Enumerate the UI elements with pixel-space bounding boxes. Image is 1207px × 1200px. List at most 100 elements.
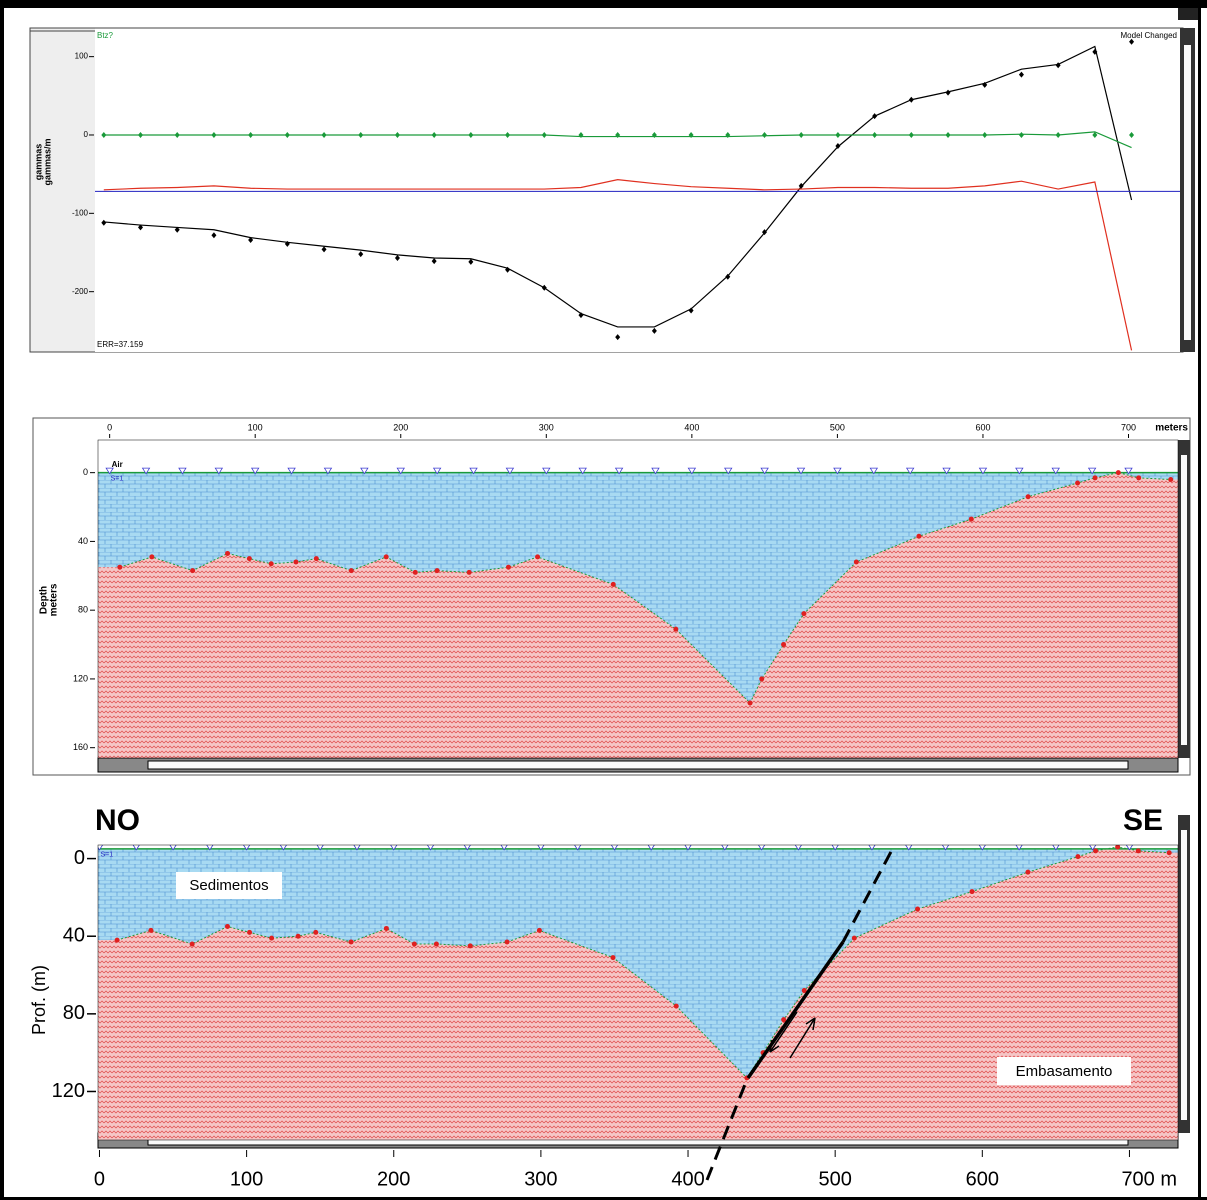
data-point [1129,131,1135,138]
station [537,845,545,851]
interface-point [189,941,195,947]
interface-point [383,925,389,931]
station [833,467,842,475]
interface-point [915,906,921,912]
station [941,845,950,851]
station [1015,467,1024,475]
interface-point [348,568,354,574]
interface-point [149,554,155,560]
direction-label: NO [95,804,140,837]
unit-label: Sedimentos [189,877,268,894]
station [905,845,913,851]
interface-point [293,559,299,565]
x-tick-label: 400 [684,422,699,432]
x-tick-label: 0 [107,422,112,432]
interface-point [247,929,253,935]
interface-point [383,554,389,560]
y-tick-label: 160 [73,742,88,752]
interface-point [853,559,859,565]
frame-top [0,0,1207,8]
scrollbar-thumb[interactable] [1181,830,1187,1120]
station [724,467,733,475]
interface-point [781,1017,787,1023]
interface-point [412,569,418,575]
y-tick-label: -200 [72,287,89,296]
station [1052,845,1060,851]
interface-point [673,1003,679,1009]
interface-point [969,889,975,895]
station [505,467,515,475]
station [760,467,769,475]
data-point [1018,131,1024,138]
interface-point [467,943,473,949]
sediment-layer [98,472,1178,703]
interface-point [505,564,511,570]
x-tick-label: 700 m [1121,1168,1177,1190]
status-label: Model Changed [1121,31,1177,40]
station [978,845,986,851]
x-tick-label: 100 [230,1168,263,1190]
station [206,845,214,851]
station [542,467,551,475]
layer-code: S=1 [100,852,113,859]
station [614,467,624,475]
y-tick-label: 80 [63,1002,85,1024]
interface-point [295,933,301,939]
station [396,467,405,475]
station [978,467,988,475]
interface-point [269,935,275,941]
x-tick-label: 100 [248,422,263,432]
station [647,845,655,851]
basement-layer [98,846,1178,1140]
interface-point [246,556,252,562]
series-line [103,45,1133,328]
interface-point [117,564,123,570]
axis-margin [30,28,95,352]
station [1089,845,1097,851]
interface-point [1093,848,1099,854]
unit-label: Embasamento [1016,1063,1113,1080]
layer-code: S=1 [111,476,124,483]
frame-bottom [0,1197,1207,1200]
interface-point [313,556,319,562]
station [250,467,260,475]
y-tick-label: 100 [75,52,89,61]
interface-point [225,550,231,556]
y-tick-label: 40 [63,924,85,946]
station [1125,845,1134,851]
interface-point [1168,477,1174,483]
station [651,467,660,475]
interface-point [759,676,765,682]
data-point [321,246,327,253]
data-point [1018,71,1024,78]
interface-point [1115,470,1121,476]
cross-section [98,845,1178,1140]
scrollbar-thumb[interactable] [1181,455,1187,745]
plot-border [97,844,1179,1141]
basement-layer [98,472,1178,758]
data-point [615,334,621,341]
fault [705,847,895,1181]
station [105,467,114,475]
y-axis-label: meters [49,583,60,616]
station [500,845,508,851]
data-point [394,254,400,261]
station [1087,467,1097,475]
scrollbar-thumb[interactable] [147,760,1129,770]
scrollbar-thumb[interactable] [1184,45,1191,340]
y-tick-label: 120 [52,1080,85,1102]
interface-point [466,569,472,575]
data-point [1055,62,1061,69]
station [610,845,619,851]
channel-label: Btz? [97,31,114,40]
data-point [138,224,144,231]
station [574,845,582,851]
interface-point [673,626,679,632]
interface-point [268,561,274,567]
station [1051,467,1060,475]
interface-point [916,533,922,539]
data-point [174,226,180,233]
frame-left [0,0,4,1200]
interface-point [1166,850,1172,856]
y-axis-label: gammas [33,144,43,181]
